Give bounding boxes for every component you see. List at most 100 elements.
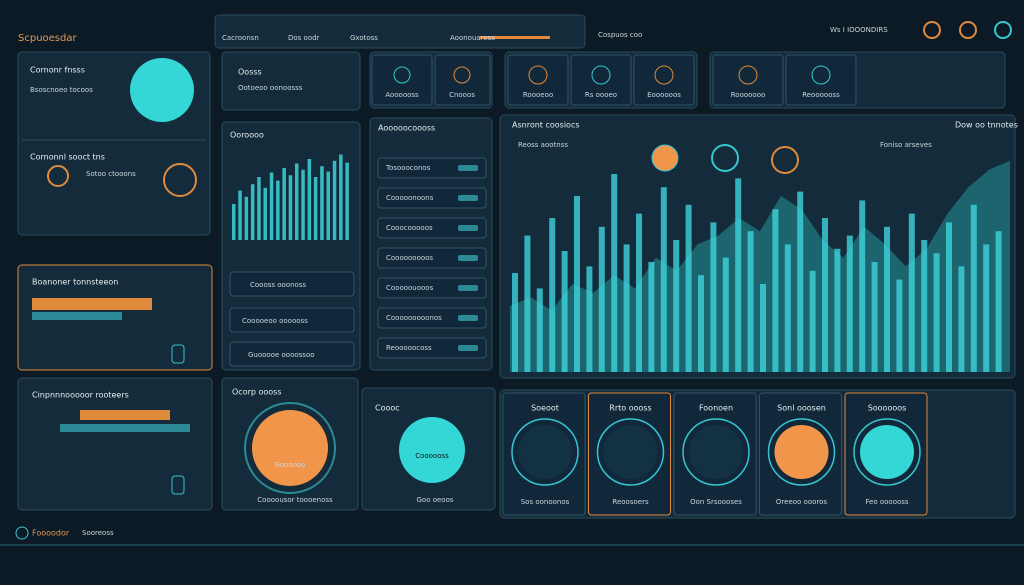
list-row[interactable] [377, 337, 487, 359]
icon [654, 65, 674, 85]
bar [809, 270, 816, 372]
panel-title: Oosss [238, 68, 262, 77]
bar [339, 154, 343, 240]
list-row[interactable] [377, 247, 487, 269]
icon [738, 65, 758, 85]
icon-box[interactable] [434, 54, 491, 106]
bar [586, 266, 593, 372]
panel [709, 51, 1006, 109]
icon [528, 65, 548, 85]
bar [846, 235, 853, 372]
icon[interactable] [923, 21, 941, 39]
bar [238, 190, 242, 240]
bar [244, 196, 249, 240]
icon-box[interactable] [785, 54, 857, 106]
icon-box[interactable] [633, 54, 695, 106]
panel-title: Aooooocoooss [378, 124, 435, 133]
note: Foniso arseves [880, 141, 932, 149]
list-tag [458, 285, 478, 291]
panel-title: Cornonnl sooct tns [30, 153, 105, 162]
tab[interactable]: Cacroonsn [222, 34, 259, 42]
bar [673, 240, 680, 372]
icon[interactable] [959, 21, 977, 39]
bar [598, 226, 605, 372]
bar [685, 204, 692, 372]
list-label: Cooooooooonos [386, 314, 442, 322]
bar [295, 163, 299, 240]
list-tag [458, 225, 478, 231]
icon-box[interactable] [712, 54, 784, 106]
logo [15, 526, 29, 540]
icon-box[interactable] [570, 54, 632, 106]
tab[interactable]: Aoonouaress [450, 34, 495, 42]
panel-title: Cornonr fnsss [30, 66, 85, 75]
ring [767, 418, 836, 486]
panel-title: Ooroooo [230, 131, 264, 140]
bar [611, 174, 618, 372]
panel [369, 117, 493, 371]
bar [970, 204, 977, 372]
list-tag [458, 195, 478, 201]
progress-bar [32, 312, 122, 320]
row[interactable] [229, 341, 355, 367]
gauge-label: Coooooss [415, 452, 449, 460]
list-row[interactable] [377, 217, 487, 239]
row[interactable] [229, 307, 355, 333]
caption: Coooousor toooenoss [257, 496, 333, 504]
bar [263, 187, 267, 240]
bar [524, 235, 531, 372]
bar [946, 222, 952, 372]
bar [908, 213, 915, 372]
app-title: Scpuoesdar [18, 33, 77, 44]
row[interactable] [229, 271, 355, 297]
cell-title: Sonl ooosen [777, 404, 826, 413]
cell-title: Soeoot [531, 404, 559, 413]
bar [896, 279, 903, 372]
list-row[interactable] [377, 157, 487, 179]
cell-caption: Feo oooooss [865, 498, 909, 506]
bar [574, 196, 580, 372]
list-row[interactable] [377, 187, 487, 209]
gauge [399, 417, 465, 483]
bar [332, 160, 337, 240]
panel-title: Cinpnnnooooor rooteers [32, 391, 129, 400]
header-right: Ws I IOOONDIRS [830, 26, 888, 34]
bar [933, 253, 940, 372]
list-tag [458, 345, 478, 351]
tagline: Sooreoss [82, 529, 114, 537]
bar [269, 172, 274, 240]
bar [710, 222, 717, 372]
cell-title: Rrto oooss [609, 404, 651, 413]
bar [307, 159, 312, 240]
ring [682, 418, 750, 486]
bar [320, 166, 324, 240]
list-row[interactable] [377, 307, 487, 329]
tab[interactable]: Dos oodr [288, 34, 320, 42]
bar [760, 284, 766, 372]
bar [536, 288, 543, 372]
bar [772, 209, 779, 372]
icon-label: Rs oooeo [585, 91, 617, 99]
progress-bar [80, 410, 170, 420]
tab[interactable]: Gxotoss [350, 34, 378, 42]
progress-bar [60, 424, 190, 432]
bar [747, 231, 754, 372]
bar [301, 169, 305, 240]
bar [282, 168, 286, 240]
bar [561, 251, 568, 372]
icon-box[interactable] [371, 54, 433, 106]
icon-label: Eoooooos [647, 91, 681, 99]
icon-box[interactable] [507, 54, 569, 106]
ring [511, 418, 579, 486]
cell-caption: Reoosoers [612, 498, 649, 506]
ring [853, 418, 921, 486]
brand: Foooodor [32, 529, 70, 538]
icon [47, 165, 69, 187]
list-row[interactable] [377, 277, 487, 299]
bar [735, 178, 742, 372]
panel-text: Sotoo ctooons [86, 170, 136, 178]
bar [660, 187, 667, 372]
icon[interactable] [994, 21, 1012, 39]
row-label: Guooooe oooossoo [248, 351, 315, 359]
